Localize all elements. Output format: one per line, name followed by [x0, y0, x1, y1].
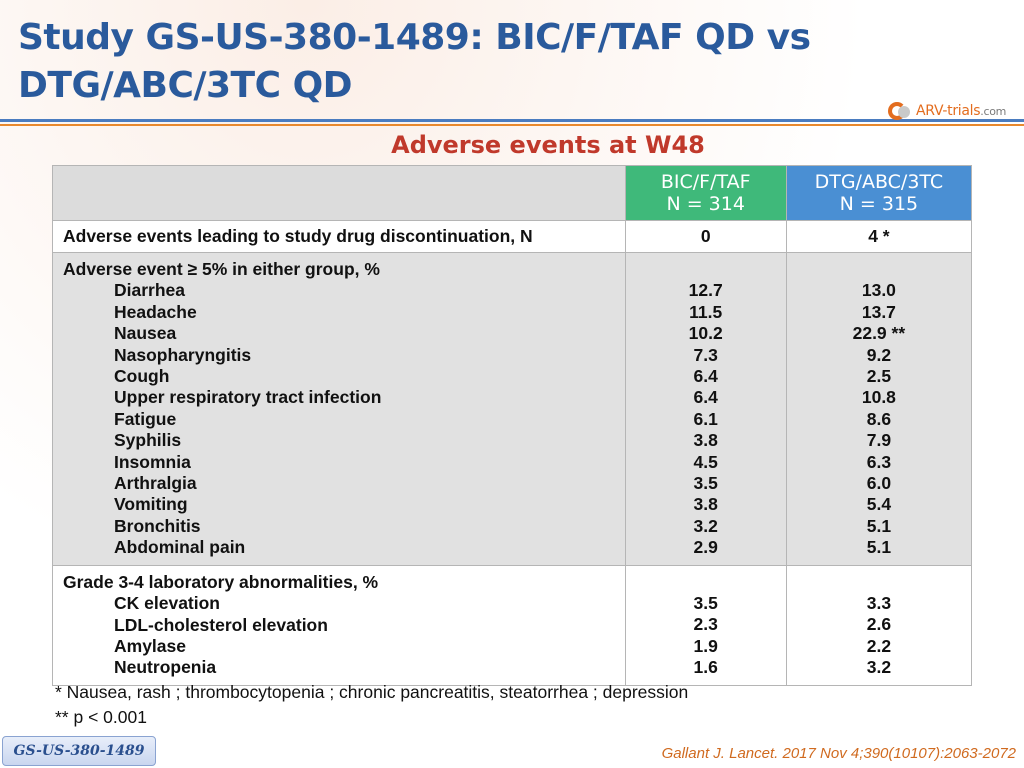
- lab-group-bic-values: 3.5 2.3 1.9 1.6: [624, 564, 787, 686]
- table-row-label: Headache: [114, 301, 197, 322]
- arv-trials-logo: ARV-trials.com: [888, 98, 1006, 124]
- table-row-label: Nasopharyngitis: [114, 344, 252, 365]
- table-cell-dtg: 5.1: [866, 515, 892, 536]
- table-row-label: Abdominal pain: [114, 537, 246, 558]
- ae-group-row: Adverse event ≥ 5% in either group, % Di…: [52, 252, 973, 566]
- table-cell-bic: 4.5: [693, 451, 718, 472]
- table-header-row: BIC/F/TAF N = 314 DTG/ABC/3TC N = 315: [52, 165, 973, 221]
- ae-group-labels: Adverse event ≥ 5% in either group, % Di…: [52, 252, 626, 566]
- table-row-label: Insomnia: [114, 451, 191, 472]
- table-cell-dtg: 5.4: [866, 494, 892, 515]
- table-row-label: Fatigue: [114, 408, 177, 429]
- table-row-label: Upper respiratory tract infection: [114, 387, 382, 408]
- arv-trials-logo-icon: [888, 100, 914, 122]
- table-cell-bic: 3.5: [693, 473, 718, 494]
- table-cell-bic: 1.9: [693, 635, 718, 656]
- header-dtg-abc-3tc: DTG/ABC/3TC N = 315: [785, 165, 973, 221]
- table-cell-dtg: 3.2: [866, 657, 892, 678]
- lab-group-dtg-values: 3.3 2.6 2.2 3.2: [785, 564, 973, 686]
- study-badge: GS-US-380-1489: [2, 736, 156, 766]
- table-row-label: Neutropenia: [114, 657, 217, 678]
- table-cell-dtg: 7.9: [866, 430, 892, 451]
- title-divider-blue: [0, 119, 1024, 122]
- lab-group-labels: Grade 3-4 laboratory abnormalities, % CK…: [52, 564, 626, 686]
- ae-group-dtg-values: 13.0 13.7 22.9 ** 9.2 2.5 10.8 8.6 7.9 6.3 6.0 5.4…: [785, 252, 973, 566]
- table-cell-bic: 11.5: [689, 301, 723, 322]
- table-row-label: Bronchitis: [114, 515, 201, 536]
- table-row-label: Cough: [114, 366, 170, 387]
- table-cell-dtg: 2.5: [866, 366, 892, 387]
- table-cell-bic: 3.8: [693, 494, 718, 515]
- table-cell-bic: 6.4: [693, 387, 718, 408]
- table-cell-dtg: 6.0: [866, 473, 892, 494]
- table-cell-dtg: 2.2: [866, 635, 892, 656]
- table-row-label: Amylase: [114, 635, 186, 656]
- table-cell-dtg: 2.6: [866, 614, 892, 635]
- table-row-label: Nausea: [114, 323, 177, 344]
- table-cell-bic: 3.5: [693, 593, 718, 614]
- table-row-label: Vomiting: [114, 494, 188, 515]
- table-cell-bic: 2.9: [693, 537, 718, 558]
- ae-group-heading: Adverse event ≥ 5% in either group, %: [63, 259, 380, 279]
- table-row-label: CK elevation: [114, 593, 220, 614]
- table-cell-dtg: 22.9 **: [852, 323, 906, 344]
- footnote-single-asterisk: * Nausea, rash ; thrombocytopenia ; chro…: [55, 682, 689, 702]
- table-cell-dtg: 3.3: [866, 593, 892, 614]
- table-row-label: LDL-cholesterol elevation: [114, 614, 328, 635]
- citation: Gallant J. Lancet. 2017 Nov 4;390(10107)…: [661, 745, 1016, 762]
- table-cell-dtg: 6.3: [866, 451, 892, 472]
- table-cell-dtg: 10.8: [861, 387, 896, 408]
- table-cell-bic: 3.2: [693, 515, 718, 536]
- discontinuation-row: Adverse events leading to study drug dis…: [52, 220, 973, 253]
- footnote-double-asterisk: ** p < 0.001: [55, 707, 147, 727]
- table-cell-dtg: 13.7: [861, 301, 896, 322]
- adverse-events-table: BIC/F/TAF N = 314 DTG/ABC/3TC N = 315 Ad…: [52, 165, 973, 686]
- lab-group-heading: Grade 3-4 laboratory abnormalities, %: [63, 571, 379, 592]
- table-cell-bic: 2.3: [693, 614, 718, 635]
- discontinuation-dtg: 4 *: [785, 220, 973, 253]
- lab-group-row: Grade 3-4 laboratory abnormalities, % CK…: [52, 564, 973, 686]
- table-cell-bic: 6.4: [693, 366, 718, 387]
- table-cell-dtg: 5.1: [866, 537, 892, 558]
- table-cell-bic: 10.2: [688, 323, 723, 344]
- table-cell-bic: 12.7: [688, 280, 723, 301]
- logo-text: ARV-trials.com: [916, 103, 1007, 119]
- table-cell-dtg: 9.2: [866, 344, 892, 365]
- title-line-2: DTG/ABC/3TC QD: [18, 65, 353, 106]
- title-divider-orange: [0, 124, 1024, 126]
- table-cell-bic: 3.8: [693, 430, 718, 451]
- header-bic-f-taf: BIC/F/TAF N = 314: [624, 165, 787, 221]
- table-subtitle: Adverse events at W48: [391, 131, 705, 159]
- ae-group-bic-values: 12.7 11.5 10.2 7.3 6.4 6.4 6.1 3.8 4.5 3.5 3.8 3.2 2…: [624, 252, 787, 566]
- slide-title: Study GS-US-380-1489: BIC/F/TAF QD vs DT…: [18, 14, 858, 110]
- table-row-label: Syphilis: [114, 430, 182, 451]
- table-cell-bic: 7.3: [693, 344, 718, 365]
- discontinuation-label: Adverse events leading to study drug dis…: [52, 220, 626, 253]
- header-blank-cell: [52, 165, 626, 221]
- title-line-1: Study GS-US-380-1489: BIC/F/TAF QD vs: [18, 17, 811, 58]
- table-cell-bic: 6.1: [693, 408, 718, 429]
- discontinuation-bic: 0: [624, 220, 787, 253]
- table-cell-dtg: 13.0: [861, 280, 896, 301]
- table-cell-bic: 1.6: [693, 657, 718, 678]
- table-row-label: Diarrhea: [114, 280, 186, 301]
- table-row-label: Arthralgia: [114, 473, 197, 494]
- table-cell-dtg: 8.6: [866, 408, 892, 429]
